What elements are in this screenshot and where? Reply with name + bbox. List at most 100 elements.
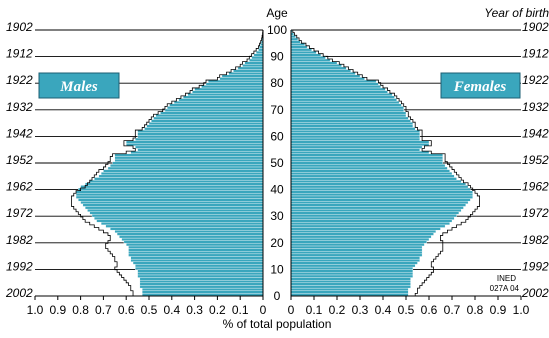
- male-bar: [137, 129, 264, 133]
- male-bar: [258, 48, 264, 52]
- source-note-ined: INED: [497, 274, 516, 283]
- female-bar: [290, 158, 443, 162]
- male-bar: [139, 277, 264, 281]
- age-tick-label: 70: [270, 103, 284, 117]
- x-tick-label: 0.2: [209, 303, 226, 317]
- male-bar: [160, 111, 264, 115]
- female-bar: [290, 287, 409, 291]
- x-tick-label: 0.6: [118, 303, 135, 317]
- female-bar: [290, 219, 453, 223]
- male-bar: [98, 174, 264, 178]
- birth-year-label-right: 2002: [521, 286, 549, 300]
- legend-males-label: Males: [59, 79, 98, 95]
- male-bar: [80, 185, 264, 189]
- female-bar: [290, 185, 469, 189]
- male-bar: [123, 240, 264, 244]
- age-tick-label: 30: [270, 209, 284, 223]
- female-bar: [290, 237, 430, 241]
- male-bar: [114, 229, 264, 233]
- female-bar: [290, 106, 404, 110]
- x-tick-labels: 1.0 0.9 0.8 0.7 0.6 0.5 0.4 0.3 0.2 0.1 0 0 0.1 0.2 0.…: [27, 303, 530, 317]
- male-bar: [94, 177, 264, 181]
- male-bar: [126, 140, 264, 144]
- female-bar: [290, 129, 420, 133]
- legend-females-swatch: [440, 72, 521, 99]
- female-bar: [290, 87, 386, 91]
- female-bar: [290, 187, 471, 191]
- birth-year-label-left: 1982: [6, 233, 33, 247]
- x-tick-label: 1.0: [27, 303, 44, 317]
- female-bar: [290, 77, 365, 81]
- female-bar: [290, 245, 423, 249]
- male-bar: [137, 132, 264, 136]
- male-bar: [148, 122, 264, 125]
- male-bar: [84, 206, 264, 210]
- age-axis-title: Age: [266, 6, 288, 20]
- male-bar: [242, 64, 264, 68]
- male-bar: [80, 201, 264, 204]
- female-bar: [290, 79, 377, 83]
- birth-year-label-left: 1992: [6, 259, 33, 273]
- male-bar: [75, 195, 264, 199]
- female-bar: [290, 150, 430, 154]
- male-bar: [130, 150, 264, 154]
- birth-year-label-right: 1952: [522, 153, 549, 167]
- age-tick-label: 20: [270, 236, 284, 250]
- birth-year-label-right: 1922: [522, 73, 549, 87]
- age-tick-label: 60: [270, 129, 284, 143]
- birth-year-labels-left: 1902 1912 1922 1932 1942 1952 1962 1972 1982 1992…: [5, 20, 33, 300]
- female-bar: [290, 156, 443, 160]
- birth-year-label-right: 1902: [522, 20, 549, 34]
- x-tick-label: 0.2: [329, 303, 346, 317]
- female-bar: [290, 74, 361, 78]
- female-bar: [290, 140, 430, 144]
- male-bar: [137, 274, 264, 278]
- female-bar: [290, 148, 420, 152]
- female-bar: [290, 177, 457, 181]
- female-bar: [290, 214, 457, 218]
- female-bar: [290, 193, 473, 197]
- male-bar: [87, 208, 264, 212]
- female-bar: [290, 195, 473, 199]
- females-outline-line: [291, 29, 480, 297]
- female-bar: [290, 243, 425, 247]
- x-tick-label: 0.1: [306, 303, 323, 317]
- male-bar: [119, 235, 264, 239]
- female-bar: [290, 53, 322, 57]
- female-bar: [290, 95, 395, 99]
- birth-year-label-left: 1972: [6, 206, 33, 220]
- female-bar: [290, 272, 414, 276]
- male-bar: [139, 280, 264, 284]
- x-tick-label: 0.7: [444, 303, 461, 317]
- male-bar: [89, 211, 264, 215]
- male-bar: [233, 69, 264, 73]
- female-bar: [290, 274, 414, 278]
- female-bar: [290, 203, 466, 207]
- x-tick-label: 0.8: [467, 303, 484, 317]
- female-bar: [290, 85, 381, 89]
- male-bar: [135, 266, 264, 270]
- male-bar: [192, 90, 264, 94]
- female-bar: [290, 103, 402, 107]
- female-bar: [290, 166, 448, 170]
- male-bar: [146, 124, 264, 128]
- male-bar: [94, 216, 264, 220]
- x-tick-label: 0.4: [375, 303, 392, 317]
- x-tick-label: 0.5: [398, 303, 415, 317]
- male-bar: [78, 187, 264, 191]
- female-bar: [290, 211, 460, 215]
- female-bar: [290, 258, 420, 262]
- male-bar: [164, 108, 264, 112]
- male-bar: [110, 227, 264, 231]
- male-bar: [84, 182, 264, 186]
- x-tick-label: 0.3: [186, 303, 203, 317]
- female-bar: [290, 235, 432, 239]
- x-tick-label: 0.7: [95, 303, 112, 317]
- male-bar: [130, 256, 264, 260]
- male-bar: [137, 148, 264, 152]
- female-bar: [290, 58, 331, 62]
- male-bar: [78, 198, 264, 202]
- male-bar: [128, 253, 264, 257]
- male-bar: [75, 190, 264, 194]
